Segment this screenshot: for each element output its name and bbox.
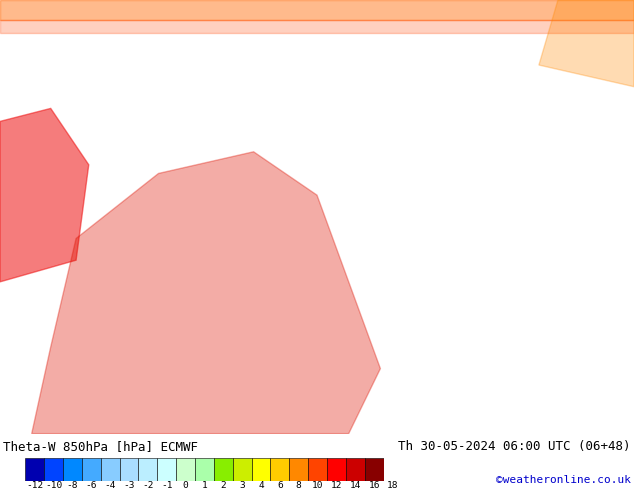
Bar <box>346 458 365 481</box>
Bar <box>101 458 120 481</box>
Bar <box>176 458 195 481</box>
Text: 8: 8 <box>296 481 302 490</box>
Bar <box>157 458 176 481</box>
Bar <box>233 458 252 481</box>
Text: 6: 6 <box>277 481 283 490</box>
Bar <box>271 458 289 481</box>
Text: 1: 1 <box>202 481 207 490</box>
Polygon shape <box>32 152 380 434</box>
Text: -10: -10 <box>45 481 62 490</box>
Bar <box>25 458 44 481</box>
Polygon shape <box>0 108 89 282</box>
Bar <box>63 458 82 481</box>
Text: -8: -8 <box>67 481 78 490</box>
Bar <box>308 458 327 481</box>
Text: -12: -12 <box>26 481 43 490</box>
Bar <box>327 458 346 481</box>
Text: 0: 0 <box>183 481 188 490</box>
Text: ©weatheronline.co.uk: ©weatheronline.co.uk <box>496 475 631 486</box>
Text: -6: -6 <box>86 481 97 490</box>
Bar <box>365 458 384 481</box>
Text: Theta-W 850hPa [hPa] ECMWF: Theta-W 850hPa [hPa] ECMWF <box>3 441 198 453</box>
Bar <box>138 458 157 481</box>
Text: 2: 2 <box>221 481 226 490</box>
Text: 3: 3 <box>239 481 245 490</box>
Polygon shape <box>539 0 634 87</box>
Bar <box>289 458 308 481</box>
Bar <box>195 458 214 481</box>
Text: 10: 10 <box>312 481 323 490</box>
Text: -3: -3 <box>123 481 135 490</box>
Text: 16: 16 <box>368 481 380 490</box>
Text: 14: 14 <box>349 481 361 490</box>
Text: -1: -1 <box>161 481 172 490</box>
Bar <box>252 458 271 481</box>
Bar <box>0 20 634 32</box>
Bar <box>44 458 63 481</box>
Bar <box>120 458 138 481</box>
Bar <box>82 458 101 481</box>
Text: Th 30-05-2024 06:00 UTC (06+48): Th 30-05-2024 06:00 UTC (06+48) <box>398 441 631 453</box>
Text: 18: 18 <box>387 481 399 490</box>
Text: -4: -4 <box>105 481 116 490</box>
Text: -2: -2 <box>142 481 153 490</box>
Bar <box>0 0 634 20</box>
Text: 12: 12 <box>331 481 342 490</box>
Text: 4: 4 <box>258 481 264 490</box>
Bar <box>214 458 233 481</box>
